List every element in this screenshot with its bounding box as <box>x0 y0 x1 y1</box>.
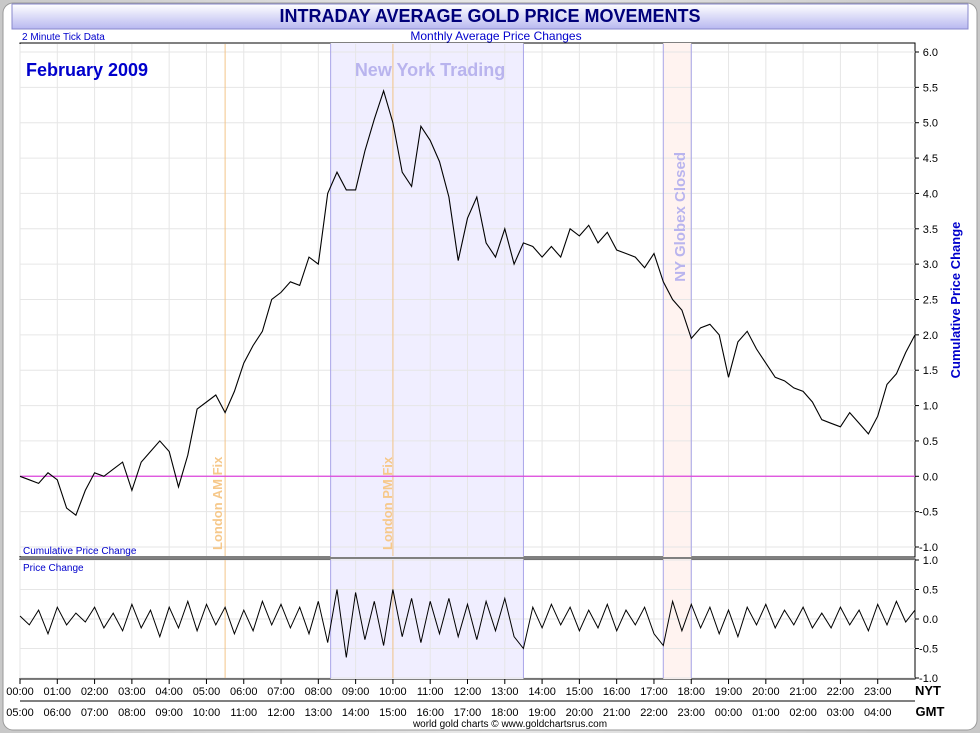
gmt-tick-label-4: 09:00 <box>155 707 183 719</box>
globex-closed-label: NY Globex Closed <box>672 152 689 282</box>
footer-credit: world gold charts © www.goldchartsrus.co… <box>412 719 607 730</box>
gmt-tick-label-7: 12:00 <box>267 707 295 719</box>
lower-y-tick-label-0: 1.0 <box>923 555 938 567</box>
gmt-tick-label-0: 05:00 <box>6 707 34 719</box>
nyt-tick-label-6: 06:00 <box>230 686 258 698</box>
x-axis-gmt: 05:00 06:00 07:00 08:00 09:00 10:00 11:00 12:00… <box>6 700 915 719</box>
nyt-tick-label-22: 22:00 <box>827 686 855 698</box>
main-y-tick-label-10: 1.0 <box>923 401 938 413</box>
nyt-tick-label-16: 16:00 <box>603 686 631 698</box>
lower-y-tick-label-4: -1.0 <box>919 673 938 685</box>
gmt-tick-label-23: 04:00 <box>864 707 892 719</box>
lower-panel: 1.0 0.5 0.0 -0.5 -1.0 Price Change <box>19 555 938 685</box>
main-y-axis-ticks: 6.0 5.5 5.0 4.5 4.0 3.5 3.0 2.5 2.0 1.5 1.0 0.5 0.0 -… <box>915 47 938 554</box>
lower-panel-label: Price Change <box>23 563 84 574</box>
gmt-tick-label-5: 10:00 <box>193 707 221 719</box>
main-y-tick-label-2: 5.0 <box>923 118 938 130</box>
main-panel: 6.0 5.5 5.0 4.5 4.0 3.5 3.0 2.5 2.0 1.5 1.0 0.5 0.0 -… <box>19 42 963 558</box>
london-am-fix-label: London AM Fix <box>210 456 225 550</box>
gmt-tick-label-14: 19:00 <box>528 707 556 719</box>
nyt-tick-label-8: 08:00 <box>305 686 333 698</box>
gmt-tick-label-9: 14:00 <box>342 707 370 719</box>
main-y-tick-label-4: 4.0 <box>923 188 938 200</box>
gmt-tick-label-20: 01:00 <box>752 707 780 719</box>
main-y-tick-label-9: 1.5 <box>923 365 938 377</box>
ny-session-label: New York Trading <box>355 60 505 80</box>
main-y-tick-label-3: 4.5 <box>923 153 938 165</box>
gmt-tick-label-19: 00:00 <box>715 707 743 719</box>
nyt-tick-label-1: 01:00 <box>44 686 72 698</box>
gmt-tick-label-12: 17:00 <box>454 707 482 719</box>
nyt-tick-label-11: 11:00 <box>417 686 444 698</box>
gmt-tick-label-8: 13:00 <box>305 707 333 719</box>
nyt-tick-label-17: 17:00 <box>640 686 668 698</box>
gmt-tick-label-11: 16:00 <box>416 707 444 719</box>
gmt-tick-label-17: 22:00 <box>640 707 668 719</box>
gmt-tick-label-15: 20:00 <box>566 707 594 719</box>
gmt-tick-label-1: 06:00 <box>44 707 72 719</box>
nyt-tick-label-23: 23:00 <box>864 686 892 698</box>
london-pm-fix-label: London PM Fix <box>380 456 395 550</box>
gmt-tick-label-13: 18:00 <box>491 707 519 719</box>
main-panel-label: Cumulative Price Change <box>23 546 137 557</box>
nyt-tick-label-3: 03:00 <box>118 686 146 698</box>
lower-y-tick-label-1: 0.5 <box>923 585 938 597</box>
gmt-tick-label-22: 03:00 <box>827 707 855 719</box>
period-label: February 2009 <box>26 60 148 80</box>
nyt-tick-label-4: 04:00 <box>155 686 183 698</box>
main-y-tick-label-14: -1.0 <box>919 542 938 554</box>
nyt-tick-label-15: 15:00 <box>566 686 594 698</box>
lower-y-tick-label-3: -0.5 <box>919 644 938 656</box>
lower-grid <box>19 559 915 679</box>
gmt-tick-label-3: 08:00 <box>118 707 146 719</box>
main-y-tick-label-5: 3.5 <box>923 224 938 236</box>
main-y-tick-label-1: 5.5 <box>923 82 938 94</box>
gmt-tick-label-10: 15:00 <box>379 707 407 719</box>
nyt-tick-label-0: 00:00 <box>6 686 34 698</box>
main-y-tick-label-7: 2.5 <box>923 295 938 307</box>
nyt-tick-label-7: 07:00 <box>267 686 295 698</box>
lower-y-axis-ticks: 1.0 0.5 0.0 -0.5 -1.0 <box>915 555 938 685</box>
nyt-tick-label-19: 19:00 <box>715 686 743 698</box>
gmt-axis-label: GMT <box>916 704 945 719</box>
lower-event-markers <box>224 560 692 678</box>
gmt-tick-label-2: 07:00 <box>81 707 109 719</box>
main-y-tick-label-0: 6.0 <box>923 47 938 59</box>
main-grid <box>19 44 915 556</box>
nyt-tick-label-20: 20:00 <box>752 686 780 698</box>
nyt-tick-label-5: 05:00 <box>193 686 221 698</box>
nyt-tick-label-13: 13:00 <box>491 686 519 698</box>
cumulative-price-series <box>19 89 916 517</box>
chart-subtitle: Monthly Average Price Changes <box>410 29 581 43</box>
nyt-tick-label-12: 12:00 <box>454 686 482 698</box>
main-y-tick-label-6: 3.0 <box>923 259 938 271</box>
chart-title: INTRADAY AVERAGE GOLD PRICE MOVEMENTS <box>279 6 700 26</box>
lower-y-tick-label-2: 0.0 <box>923 614 938 626</box>
nyt-tick-label-9: 09:00 <box>342 686 370 698</box>
gmt-tick-label-18: 23:00 <box>677 707 705 719</box>
nyt-tick-label-18: 18:00 <box>677 686 705 698</box>
main-y-tick-label-13: -0.5 <box>919 507 938 519</box>
gmt-tick-label-16: 21:00 <box>603 707 631 719</box>
gmt-tick-label-6: 11:00 <box>230 707 257 719</box>
main-y-tick-label-8: 2.0 <box>923 330 938 342</box>
y-axis-label: Cumulative Price Change <box>948 222 963 379</box>
price-change-series <box>19 589 916 658</box>
gmt-tick-label-21: 02:00 <box>789 707 817 719</box>
main-y-tick-label-12: 0.0 <box>923 471 938 483</box>
main-y-tick-label-11: 0.5 <box>923 436 938 448</box>
x-axis-nyt: 00:00 01:00 02:00 03:00 04:00 05:00 06:00 07:00… <box>6 679 891 698</box>
title-bar <box>11 3 969 30</box>
nyt-tick-label-2: 02:00 <box>81 686 109 698</box>
nyt-tick-label-21: 21:00 <box>789 686 817 698</box>
main-event-markers <box>20 44 915 556</box>
nyt-tick-label-10: 10:00 <box>379 686 407 698</box>
nyt-axis-label: NYT <box>915 683 941 698</box>
tick-data-note: 2 Minute Tick Data <box>22 32 105 43</box>
nyt-tick-label-14: 14:00 <box>528 686 556 698</box>
